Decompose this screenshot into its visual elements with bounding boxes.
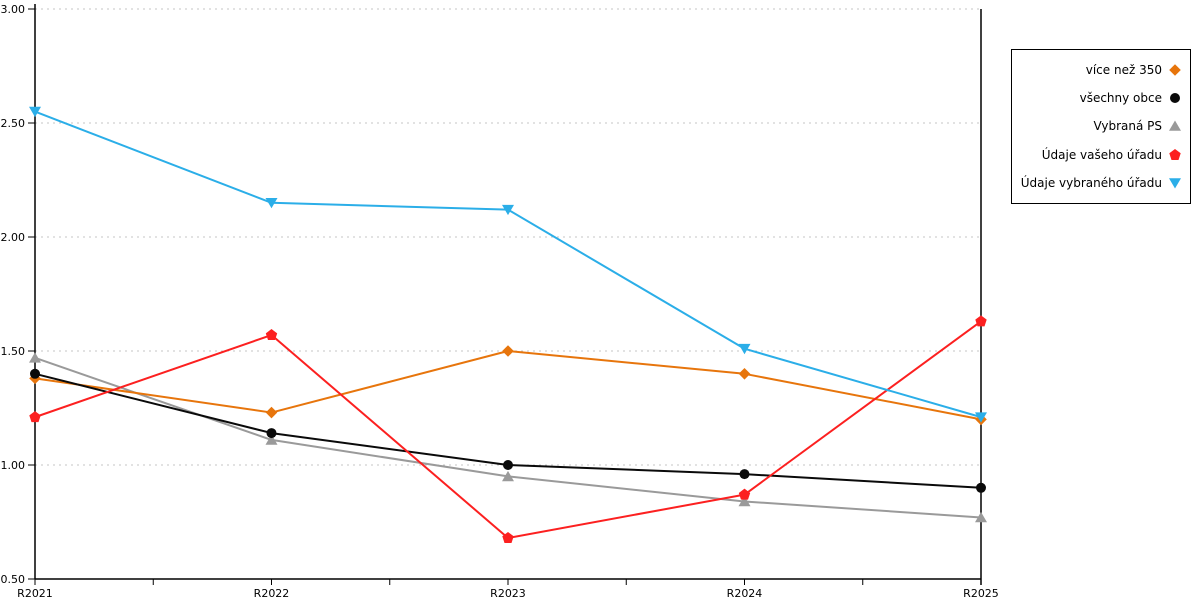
data-point [738,368,751,380]
data-point [265,198,278,209]
x-tick-label: R2021 [17,587,53,600]
series-4 [29,106,987,423]
x-tick-label: R2024 [727,587,763,600]
series-line [34,372,982,489]
diamond-legend-icon [1169,64,1181,76]
data-point [503,460,513,470]
x-tick-label: R2023 [490,587,526,600]
triangle-down-legend-icon [1169,178,1181,189]
legend-item: Vybraná PS [1018,119,1181,133]
legend-item: více než 350 [1018,63,1181,77]
legend-item: Údaje vybraného úřadu [1018,176,1181,190]
data-point [265,406,278,419]
data-point [29,106,41,118]
y-tick-label: 0.50 [1,573,26,586]
series-3 [29,315,987,543]
x-tick-label: R2022 [254,587,290,600]
data-point [502,204,514,216]
data-point [502,470,514,482]
data-point [265,434,278,445]
legend-label: Vybraná PS [1093,119,1162,134]
y-tick-label: 1.00 [1,459,26,472]
y-tick-label: 2.50 [1,117,26,130]
data-point [738,495,751,507]
data-point [502,345,514,357]
y-tick-label: 1.50 [1,345,26,358]
series-line [34,356,982,519]
legend-label: Údaje vašeho úřadu [1041,147,1162,162]
legend-item: všechny obce [1018,91,1181,105]
legend-label: Údaje vybraného úřadu [1020,175,1162,190]
data-point [738,343,751,355]
legend-label: všechny obce [1079,91,1162,106]
data-point [739,469,750,480]
data-point [975,315,987,327]
circle-legend-icon [1170,93,1180,104]
legend: více než 350 všechny obce Vybraná PS Údaje … [1011,49,1191,204]
triangle-up-legend-icon [1169,120,1181,132]
data-point [30,368,40,379]
legend-label: více než 350 [1085,63,1162,78]
data-point [976,482,986,493]
data-point [975,511,987,523]
series-0 [29,345,987,426]
y-tick-label: 2.00 [1,231,26,244]
series-1 [30,368,986,493]
y-tick-label: 3.00 [1,3,26,16]
series-line [34,110,982,419]
data-point [975,412,987,423]
pentagon-legend-icon [1169,148,1181,160]
data-point [738,488,751,500]
x-tick-label: R2025 [963,587,999,600]
legend-item: Údaje vašeho úřadu [1018,148,1181,162]
data-point [266,428,277,439]
data-point [29,352,41,363]
data-point [502,531,514,543]
data-point [265,329,278,341]
data-point [29,411,41,423]
